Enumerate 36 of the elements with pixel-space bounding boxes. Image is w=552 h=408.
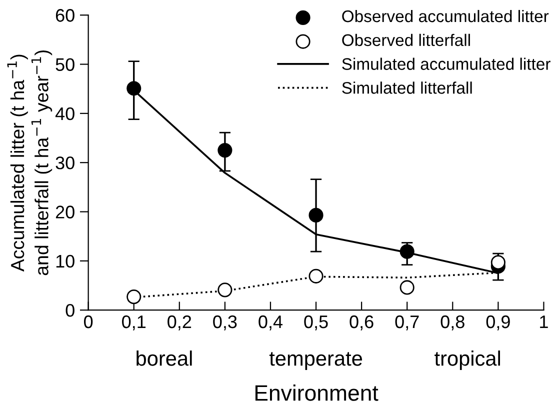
x-tick-label: 0 <box>84 315 93 328</box>
y-tick-label: 50 <box>56 58 74 71</box>
point <box>218 143 232 158</box>
y-tick-label: 60 <box>56 9 74 22</box>
x-tick-label: 0,7 <box>395 315 419 330</box>
text: temperate <box>269 352 362 370</box>
text: tropical <box>434 350 500 370</box>
text: Accumulated litter (t ha$^{−1}$) and litterfall (t ha$^{−1}$ year$^{−1}$) <box>7 50 52 276</box>
y-tick-label: 0 <box>66 304 74 317</box>
text: boreal <box>136 350 192 366</box>
x-axis-title: Environment <box>255 384 378 401</box>
x-tick-label: 0,3 <box>213 315 237 330</box>
point <box>308 208 324 222</box>
x-tick-label: 0,1 <box>122 315 146 330</box>
y-tick-label: 10 <box>56 254 74 268</box>
point <box>218 282 232 298</box>
point <box>126 81 142 96</box>
legend-label: Simulated litterfall <box>342 82 472 94</box>
y-tick-label: 20 <box>56 206 74 218</box>
x-tick-label: 0,5 <box>304 315 328 330</box>
y-tick-label: 30 <box>56 156 74 170</box>
legend-label: Simulated accumulated litter <box>342 58 550 70</box>
x-tick-label: 0,9 <box>486 315 510 330</box>
y-tick-label: 40 <box>55 107 74 120</box>
point <box>490 255 506 270</box>
x-tick-label: 1 <box>540 316 548 328</box>
x-tick-label: 0,6 <box>350 315 374 330</box>
point <box>308 268 324 284</box>
x-tick-label: 0,2 <box>168 315 192 330</box>
point <box>126 290 142 304</box>
point <box>400 280 414 295</box>
legend-label: Observed litterfall <box>342 34 470 46</box>
x-tick-label: 0,8 <box>440 315 464 330</box>
point <box>400 244 414 259</box>
x-tick-label: 0,4 <box>258 315 282 330</box>
legend-label: Observed accumulated litter <box>342 10 549 22</box>
